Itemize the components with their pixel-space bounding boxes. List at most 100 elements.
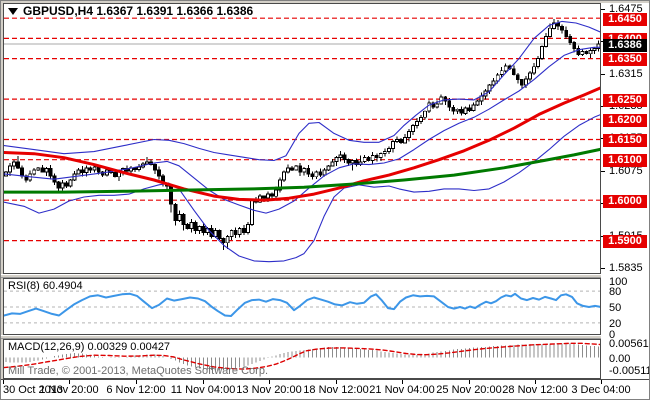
price-level-badge: 1.5900 bbox=[603, 235, 647, 249]
candle bbox=[439, 94, 444, 105]
candle bbox=[193, 220, 198, 235]
candle bbox=[455, 108, 460, 114]
candle bbox=[592, 46, 597, 55]
candle bbox=[479, 92, 484, 106]
candle bbox=[197, 225, 202, 234]
rsi-scale-label: 20 bbox=[609, 317, 622, 330]
time-tick-label: 18 Nov 12:00 bbox=[303, 384, 369, 396]
candle bbox=[370, 152, 375, 165]
candle bbox=[394, 136, 399, 144]
candle bbox=[157, 166, 162, 180]
candle bbox=[241, 224, 246, 235]
time-tick-label: 25 Nov 20:00 bbox=[436, 384, 502, 396]
price-tick-label: 1.6475 bbox=[609, 3, 643, 16]
candle bbox=[415, 118, 420, 129]
price-tick-label: 1.6075 bbox=[609, 164, 643, 177]
candle bbox=[572, 41, 577, 53]
candle bbox=[536, 56, 540, 69]
candle bbox=[451, 105, 456, 115]
candle bbox=[544, 33, 548, 48]
candle bbox=[443, 95, 448, 106]
candle bbox=[556, 20, 561, 30]
candle bbox=[237, 226, 242, 238]
price-level-badge: 1.6000 bbox=[603, 194, 647, 208]
macd-scale-label: 0.00561 bbox=[609, 338, 649, 351]
candle bbox=[596, 40, 600, 52]
candle bbox=[44, 167, 49, 176]
candle bbox=[463, 106, 468, 116]
macd-indicator-label: MACD(12,26,9) 0.00329 0.00427 bbox=[8, 341, 171, 353]
price-tick-label: 1.5835 bbox=[609, 261, 643, 274]
candle bbox=[527, 71, 532, 82]
candle bbox=[531, 63, 536, 76]
candle bbox=[225, 235, 230, 250]
candle bbox=[471, 102, 476, 112]
candle bbox=[334, 156, 339, 166]
candle bbox=[294, 165, 299, 171]
time-tick-label: 21 Nov 04:00 bbox=[369, 384, 435, 396]
candle bbox=[374, 153, 379, 162]
price-level-badge: 1.6350 bbox=[603, 53, 647, 67]
time-tick-mark bbox=[535, 380, 536, 384]
candle bbox=[366, 156, 371, 162]
candle bbox=[68, 179, 73, 188]
candle bbox=[282, 170, 287, 182]
candle bbox=[346, 158, 351, 166]
candle bbox=[519, 78, 524, 89]
price-level-badge: 1.6200 bbox=[603, 113, 647, 127]
candle bbox=[411, 124, 415, 136]
candle bbox=[431, 101, 436, 109]
candle bbox=[88, 166, 93, 174]
price-axis[interactable]: 1.64751.63951.63151.62351.61551.60751.59… bbox=[601, 3, 649, 379]
candle bbox=[378, 152, 383, 161]
candle bbox=[548, 23, 553, 38]
macd-pane[interactable]: MACD(12,26,9) 0.00329 0.00427 Mill Trade… bbox=[3, 339, 601, 379]
candle bbox=[298, 163, 303, 176]
candle bbox=[100, 171, 105, 178]
candle bbox=[12, 160, 17, 170]
price-tick-mark bbox=[601, 171, 605, 172]
candle bbox=[419, 115, 424, 125]
time-tick-mark bbox=[203, 380, 204, 384]
candle bbox=[403, 133, 407, 144]
pane-splitter[interactable] bbox=[1, 274, 649, 278]
candle bbox=[145, 156, 150, 165]
rsi-indicator-label: RSI(8) 60.4904 bbox=[8, 280, 83, 292]
candle bbox=[40, 165, 45, 173]
time-tick-label: 13 Nov 20:00 bbox=[236, 384, 302, 396]
candle bbox=[233, 227, 238, 238]
time-tick-mark bbox=[69, 380, 70, 384]
candle bbox=[584, 50, 589, 55]
time-tick-label: 1 Nov 20:00 bbox=[39, 384, 99, 396]
candle bbox=[398, 137, 403, 144]
current-price-badge: 1.6386 bbox=[603, 38, 647, 52]
time-axis[interactable]: 30 Oct 2013 1 Nov 20:00 6 Nov 12:00 11 Nov … bbox=[1, 379, 649, 399]
candle bbox=[48, 165, 53, 180]
time-tick-label: 30 Oct 2013 bbox=[3, 384, 63, 396]
candle bbox=[318, 168, 323, 178]
candle bbox=[338, 151, 343, 162]
candle bbox=[362, 154, 367, 163]
candle bbox=[60, 180, 65, 191]
candle bbox=[326, 165, 331, 172]
candle bbox=[386, 146, 391, 155]
rsi-scale-label: 100 bbox=[609, 275, 628, 288]
main-chart-pane[interactable] bbox=[3, 3, 601, 274]
candle bbox=[278, 177, 282, 193]
candle bbox=[435, 100, 440, 109]
candle bbox=[407, 129, 411, 142]
candle bbox=[185, 223, 190, 230]
pane-splitter[interactable] bbox=[1, 335, 649, 339]
candle bbox=[427, 100, 432, 114]
candle bbox=[137, 164, 141, 172]
candle bbox=[540, 45, 544, 61]
rsi-scale-label: 50 bbox=[609, 302, 622, 314]
time-tick-mark bbox=[269, 380, 270, 384]
candle bbox=[64, 181, 69, 189]
candle bbox=[588, 47, 593, 58]
rsi-pane[interactable]: RSI(8) 60.4904 bbox=[3, 278, 601, 335]
candle bbox=[169, 184, 174, 213]
symbol-period-label: GBPUSD,H4 bbox=[23, 4, 94, 18]
price-tick-label: 1.6315 bbox=[609, 67, 643, 80]
candle bbox=[302, 167, 307, 176]
